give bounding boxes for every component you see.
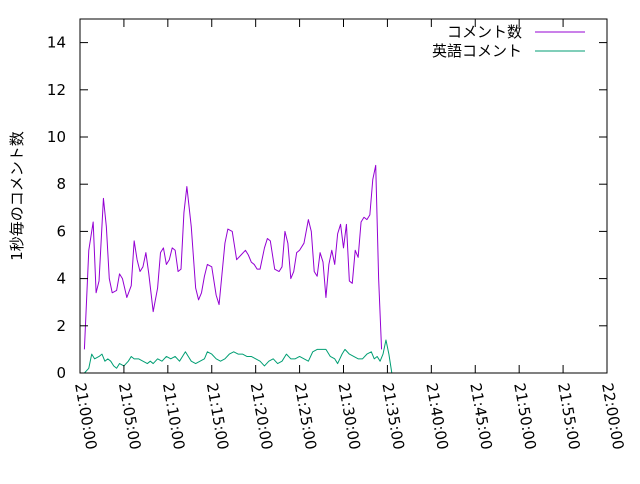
- y-tick-label: 4: [56, 270, 66, 288]
- y-tick-label: 14: [47, 34, 66, 52]
- y-tick-label: 2: [56, 317, 66, 335]
- legend-label-1: コメント数: [447, 23, 522, 41]
- y-tick-label: 0: [56, 364, 66, 382]
- y-tick-label: 12: [47, 81, 66, 99]
- y-tick-label: 6: [56, 222, 66, 240]
- series-line-2: [84, 339, 393, 374]
- y-axis-label: 1秒毎のコメント数: [8, 131, 26, 261]
- y-tick-label: 8: [56, 175, 66, 193]
- series-line-1: [83, 164, 383, 350]
- y-tick-label: 10: [47, 128, 66, 146]
- y-axis: 0 2 4 6 8 10 12 14: [47, 34, 607, 382]
- legend-label-2: 英語コメント: [432, 42, 522, 60]
- series-layer: [83, 164, 393, 374]
